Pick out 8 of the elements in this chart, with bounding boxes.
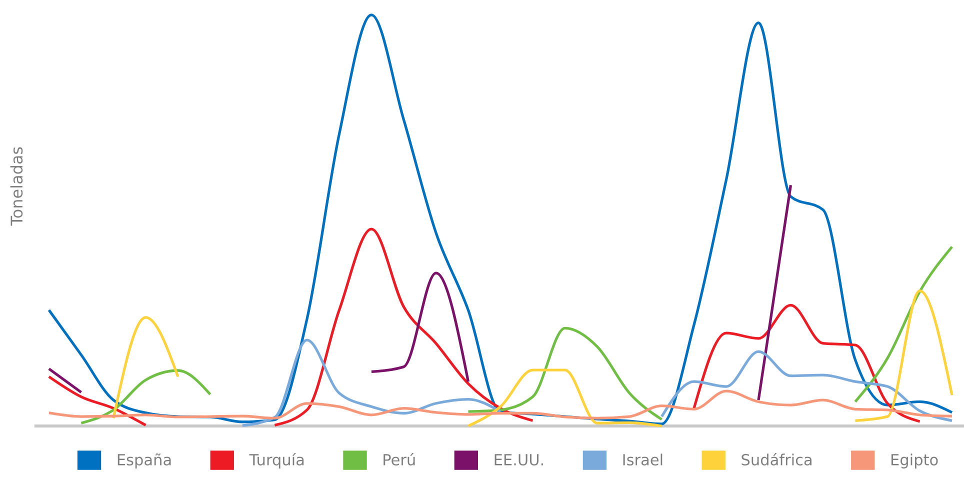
legend-label: Egipto	[891, 454, 938, 468]
legend-label: EE.UU.	[494, 454, 544, 466]
legend-label: Perú	[384, 453, 415, 466]
legend-label: España	[118, 453, 171, 468]
legend-label: Sudáfrica	[742, 453, 812, 466]
y-axis-title: Toneladas	[10, 147, 23, 226]
legend-label: Israel	[623, 454, 662, 466]
legend-label: Turquía	[249, 453, 304, 468]
